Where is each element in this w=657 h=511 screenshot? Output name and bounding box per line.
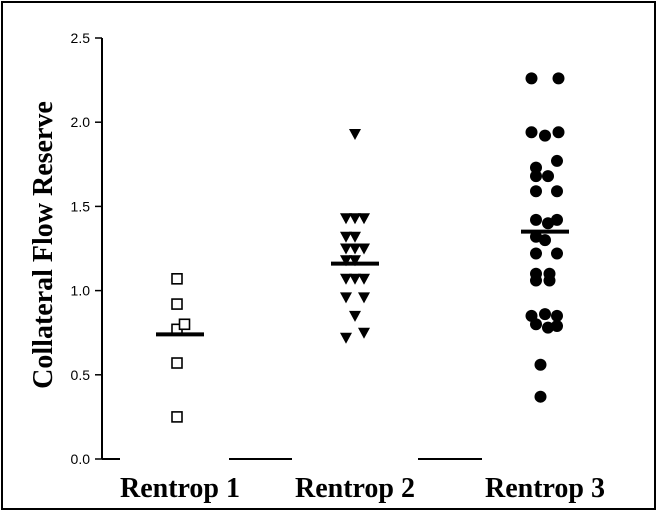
data-point-circle [539, 234, 551, 247]
data-point-triangle [358, 243, 370, 255]
data-point-triangle [349, 273, 361, 285]
data-point-circle [551, 154, 563, 167]
data-point-circle [539, 308, 551, 321]
data-point-triangle [349, 231, 361, 243]
x-category-label: Rentrop 1 [120, 473, 240, 504]
data-point-circle [534, 358, 547, 371]
data-point-circle [552, 126, 565, 139]
y-axis-label: Collateral Flow Reserve [28, 101, 59, 389]
data-point-circle [551, 309, 563, 322]
y-tick-label: 2.5 [71, 30, 91, 46]
data-point-triangle [358, 292, 370, 304]
y-tick-label: 2.0 [71, 114, 91, 130]
data-point-triangle [340, 332, 352, 344]
data-point-triangle [349, 243, 361, 255]
y-tick-label: 1.0 [71, 283, 91, 299]
data-point-triangle [340, 243, 352, 255]
data-point-circle [530, 318, 542, 331]
data-point-triangle [340, 273, 352, 285]
data-point-triangle [358, 327, 370, 339]
data-point-triangle [358, 273, 370, 285]
data-point-circle [551, 185, 563, 198]
data-point-circle [530, 213, 542, 226]
x-category-label: Rentrop 2 [295, 473, 415, 504]
data-point-square [171, 298, 183, 310]
data-point-triangle [340, 213, 352, 225]
data-point-triangle [349, 255, 361, 267]
data-point-triangle [349, 128, 361, 140]
data-point-circle [551, 213, 563, 226]
data-point-square [171, 357, 183, 369]
data-point-circle [530, 230, 542, 243]
data-point-triangle [349, 213, 361, 225]
data-point-circle [551, 247, 563, 260]
data-point-triangle [358, 213, 370, 225]
data-marks [156, 72, 569, 423]
y-tick-label: 0.0 [71, 451, 91, 467]
data-point-circle [542, 217, 554, 230]
data-point-circle [542, 321, 554, 334]
data-point-square [171, 273, 183, 285]
data-point-triangle [340, 231, 352, 243]
data-point-circle [552, 72, 565, 85]
axes: 0.0 0.5 1.0 1.5 2.0 2.5 Rentrop 1 Rentrop 2 Rent… [71, 30, 605, 504]
data-point-circle [530, 247, 542, 260]
data-point-circle [551, 319, 563, 332]
data-point-triangle [349, 310, 361, 322]
data-point-triangle [340, 292, 352, 304]
data-point-circle [530, 170, 542, 183]
data-point-circle [542, 170, 554, 183]
data-point-circle [534, 390, 547, 403]
y-tick-label: 0.5 [71, 367, 91, 383]
x-category-label: Rentrop 3 [485, 473, 605, 504]
data-point-circle [530, 161, 542, 174]
y-tick-label: 1.5 [71, 198, 91, 214]
data-point-square [178, 318, 191, 331]
data-point-circle [525, 126, 538, 139]
data-point-triangle [340, 255, 352, 267]
data-point-circle [530, 274, 542, 287]
data-point-circle [525, 72, 538, 85]
data-point-circle [539, 129, 551, 142]
data-point-square [171, 411, 183, 423]
data-point-circle [543, 274, 556, 287]
data-point-circle [530, 185, 542, 198]
